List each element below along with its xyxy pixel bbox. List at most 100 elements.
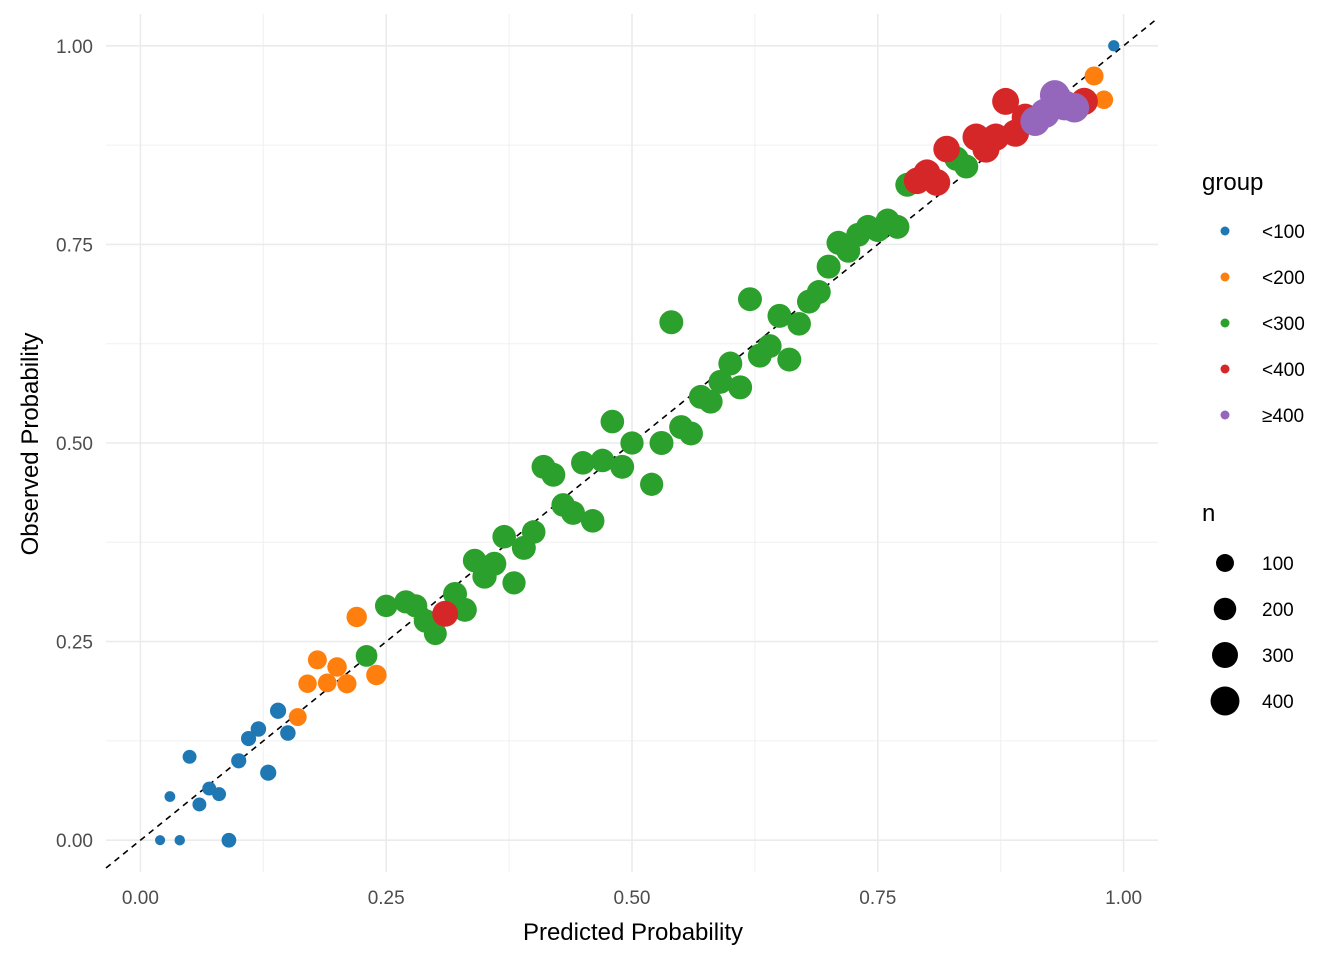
data-point-lt300 bbox=[816, 254, 841, 279]
data-point-lt200 bbox=[327, 657, 347, 677]
x-tick-label: 0.50 bbox=[614, 888, 651, 909]
x-tick-label: 0.00 bbox=[122, 888, 159, 909]
size-legend-title: n bbox=[1202, 500, 1215, 527]
data-point-lt200 bbox=[1094, 90, 1114, 110]
size-legend: n 100 200 300 400 bbox=[1202, 500, 1294, 716]
color-legend: group <100 <200 <300 <400 ≥400 bbox=[1202, 169, 1305, 427]
data-point-lt100 bbox=[182, 749, 197, 764]
x-tick-label: 0.25 bbox=[368, 888, 405, 909]
y-tick-label: 0.75 bbox=[56, 235, 93, 256]
data-point-lt300 bbox=[787, 312, 811, 336]
data-point-lt300 bbox=[885, 214, 910, 239]
data-point-lt400 bbox=[992, 87, 1020, 115]
data-point-lt300 bbox=[374, 594, 398, 618]
y-tick-label: 0.00 bbox=[56, 831, 93, 852]
data-point-lt300 bbox=[541, 462, 566, 487]
x-axis-title: Predicted Probability bbox=[523, 919, 743, 946]
y-tick-label: 1.00 bbox=[56, 37, 93, 58]
data-points bbox=[155, 40, 1120, 848]
data-point-lt300 bbox=[355, 645, 378, 667]
legend-size-label: 200 bbox=[1262, 600, 1294, 621]
data-point-lt300 bbox=[649, 431, 674, 455]
data-point-lt400 bbox=[923, 168, 951, 196]
data-point-lt300 bbox=[561, 500, 586, 525]
data-point-lt200 bbox=[298, 674, 317, 693]
legend-color-key bbox=[1220, 272, 1230, 282]
legend-size-label: 100 bbox=[1262, 554, 1294, 575]
legend-color-key bbox=[1220, 318, 1230, 328]
data-point-lt300 bbox=[806, 280, 831, 305]
data-point-lt100 bbox=[260, 764, 277, 781]
data-point-lt300 bbox=[767, 303, 792, 328]
data-point-lt300 bbox=[737, 287, 762, 312]
data-point-lt300 bbox=[571, 451, 595, 475]
legend-size-key bbox=[1212, 642, 1238, 668]
data-point-lt100 bbox=[164, 791, 176, 802]
data-point-lt100 bbox=[240, 730, 257, 747]
data-point-lt200 bbox=[317, 673, 337, 693]
legend-color-key bbox=[1220, 364, 1230, 374]
legend-size-key bbox=[1216, 554, 1234, 572]
legend-color-label: <300 bbox=[1262, 314, 1305, 335]
data-point-lt100 bbox=[1108, 40, 1120, 52]
x-tick-label: 1.00 bbox=[1105, 888, 1142, 909]
data-point-lt300 bbox=[728, 375, 753, 400]
data-point-lt100 bbox=[231, 753, 247, 769]
data-point-lt300 bbox=[502, 571, 526, 595]
x-axis-ticks: 0.00 0.25 0.50 0.75 1.00 bbox=[122, 888, 1142, 909]
data-point-lt300 bbox=[620, 431, 644, 455]
legend-color-label: <400 bbox=[1262, 360, 1305, 381]
data-point-lt300 bbox=[757, 334, 782, 359]
data-point-lt300 bbox=[600, 409, 625, 434]
data-point-lt300 bbox=[482, 551, 507, 576]
y-tick-label: 0.25 bbox=[56, 633, 93, 654]
major-gridlines bbox=[106, 14, 1158, 872]
data-point-lt200 bbox=[1084, 66, 1104, 86]
data-point-lt100 bbox=[221, 832, 237, 848]
data-point-lt300 bbox=[678, 421, 703, 446]
legend-color-key bbox=[1220, 410, 1230, 420]
data-point-lt200 bbox=[307, 650, 327, 670]
data-point-lt100 bbox=[269, 702, 287, 719]
data-point-lt300 bbox=[640, 472, 664, 496]
data-point-lt300 bbox=[423, 622, 447, 646]
data-point-lt200 bbox=[346, 606, 367, 628]
data-point-lt300 bbox=[954, 154, 979, 179]
data-point-lt200 bbox=[366, 664, 387, 686]
y-tick-label: 0.50 bbox=[56, 434, 93, 455]
data-point-lt300 bbox=[492, 524, 517, 549]
x-tick-label: 0.75 bbox=[859, 888, 896, 909]
data-point-lt100 bbox=[155, 835, 166, 846]
data-point-lt300 bbox=[708, 369, 733, 394]
data-point-lt100 bbox=[192, 797, 207, 812]
data-point-lt300 bbox=[580, 509, 605, 533]
data-point-lt300 bbox=[590, 448, 615, 473]
data-point-lt100 bbox=[250, 721, 267, 737]
data-point-lt300 bbox=[452, 597, 477, 622]
legend-color-label: <200 bbox=[1262, 268, 1305, 289]
legend-color-key bbox=[1220, 226, 1230, 236]
data-point-lt200 bbox=[337, 674, 357, 694]
data-point-lt400 bbox=[933, 135, 960, 163]
data-point-lt300 bbox=[718, 351, 743, 376]
data-point-lt300 bbox=[659, 310, 684, 335]
legend-size-label: 400 bbox=[1262, 692, 1294, 713]
data-point-ge400 bbox=[1059, 93, 1090, 123]
data-point-lt200 bbox=[288, 708, 307, 727]
legend-size-key bbox=[1213, 597, 1237, 621]
data-point-lt400 bbox=[432, 600, 459, 627]
data-point-lt300 bbox=[521, 520, 546, 544]
data-point-lt300 bbox=[610, 454, 635, 479]
legend-size-key bbox=[1210, 686, 1240, 716]
legend-color-label: ≥400 bbox=[1262, 406, 1304, 427]
data-point-lt100 bbox=[212, 787, 227, 802]
legend-size-label: 300 bbox=[1262, 646, 1294, 667]
data-point-lt100 bbox=[280, 725, 296, 741]
y-axis-title: Observed Probability bbox=[17, 333, 44, 556]
legend-color-label: <100 bbox=[1262, 222, 1305, 243]
y-axis-ticks: 0.00 0.25 0.50 0.75 1.00 bbox=[56, 37, 93, 852]
data-point-lt300 bbox=[777, 347, 802, 372]
color-legend-title: group bbox=[1202, 169, 1263, 196]
data-point-lt300 bbox=[698, 389, 723, 414]
